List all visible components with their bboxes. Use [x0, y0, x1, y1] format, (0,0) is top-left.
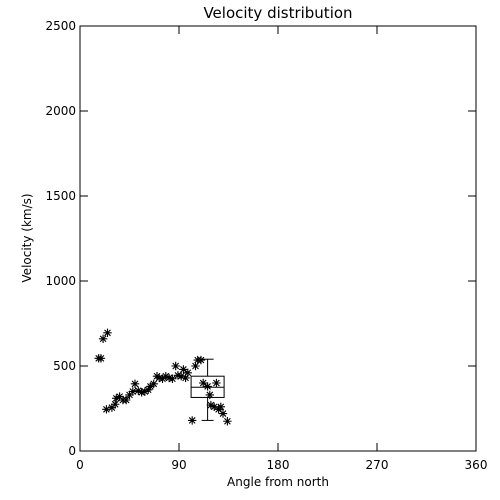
- data-point: [191, 361, 200, 371]
- data-point: [223, 417, 232, 426]
- axis-ticks: 0 90 180 270 360 0 500 1000 1500 2000 2500: [45, 19, 487, 472]
- data-point: [210, 402, 219, 411]
- plot-area: [79, 25, 477, 452]
- data-point: [98, 334, 108, 343]
- data-point: [155, 373, 164, 383]
- data-point: [144, 385, 153, 394]
- data-point: [188, 416, 197, 425]
- data-point: [161, 372, 170, 381]
- x-tick-label: 180: [267, 458, 290, 472]
- data-point: [171, 361, 180, 371]
- x-tick-label: 0: [76, 458, 84, 472]
- data-point: [134, 386, 143, 395]
- data-point: [205, 390, 214, 400]
- data-point: [125, 390, 134, 400]
- data-point: [112, 394, 121, 403]
- data-point: [107, 403, 117, 412]
- y-tick-label: 1500: [45, 189, 76, 203]
- data-point: [122, 395, 131, 405]
- data-point: [96, 354, 106, 363]
- x-tick-label: 90: [171, 458, 186, 472]
- data-point: [130, 379, 140, 389]
- data-point: [137, 388, 146, 397]
- x-tick-label: 270: [366, 458, 389, 472]
- y-tick-label: 2000: [45, 104, 76, 118]
- data-point: [164, 373, 174, 383]
- data-point: [179, 365, 188, 374]
- data-point: [199, 378, 208, 388]
- data-point: [183, 368, 192, 377]
- data-point: [168, 374, 177, 383]
- data-point: [140, 387, 150, 396]
- data-point: [149, 379, 158, 389]
- data-point: [173, 371, 183, 380]
- data-point: [216, 402, 225, 411]
- y-axis-label: Velocity (km/s): [20, 193, 34, 282]
- data-point: [212, 378, 221, 388]
- chart-title: Velocity distribution: [203, 4, 352, 22]
- x-axis-label: Angle from north: [227, 475, 329, 489]
- y-tick-label: 1000: [45, 274, 76, 288]
- data-point: [103, 328, 112, 338]
- data-point: [102, 405, 111, 414]
- data-point: [206, 400, 216, 410]
- data-point: [203, 382, 212, 391]
- x-tick-label: 360: [465, 458, 488, 472]
- data-point: [128, 387, 137, 396]
- data-point: [218, 409, 228, 418]
- data-point: [177, 372, 186, 381]
- data-point: [111, 400, 120, 409]
- scatter-points: [94, 328, 232, 426]
- data-point: [181, 373, 190, 383]
- data-point: [115, 392, 124, 401]
- y-tick-label: 500: [53, 359, 76, 373]
- y-tick-label: 2500: [45, 19, 76, 33]
- y-tick-label: 0: [68, 444, 76, 458]
- data-point: [196, 355, 206, 365]
